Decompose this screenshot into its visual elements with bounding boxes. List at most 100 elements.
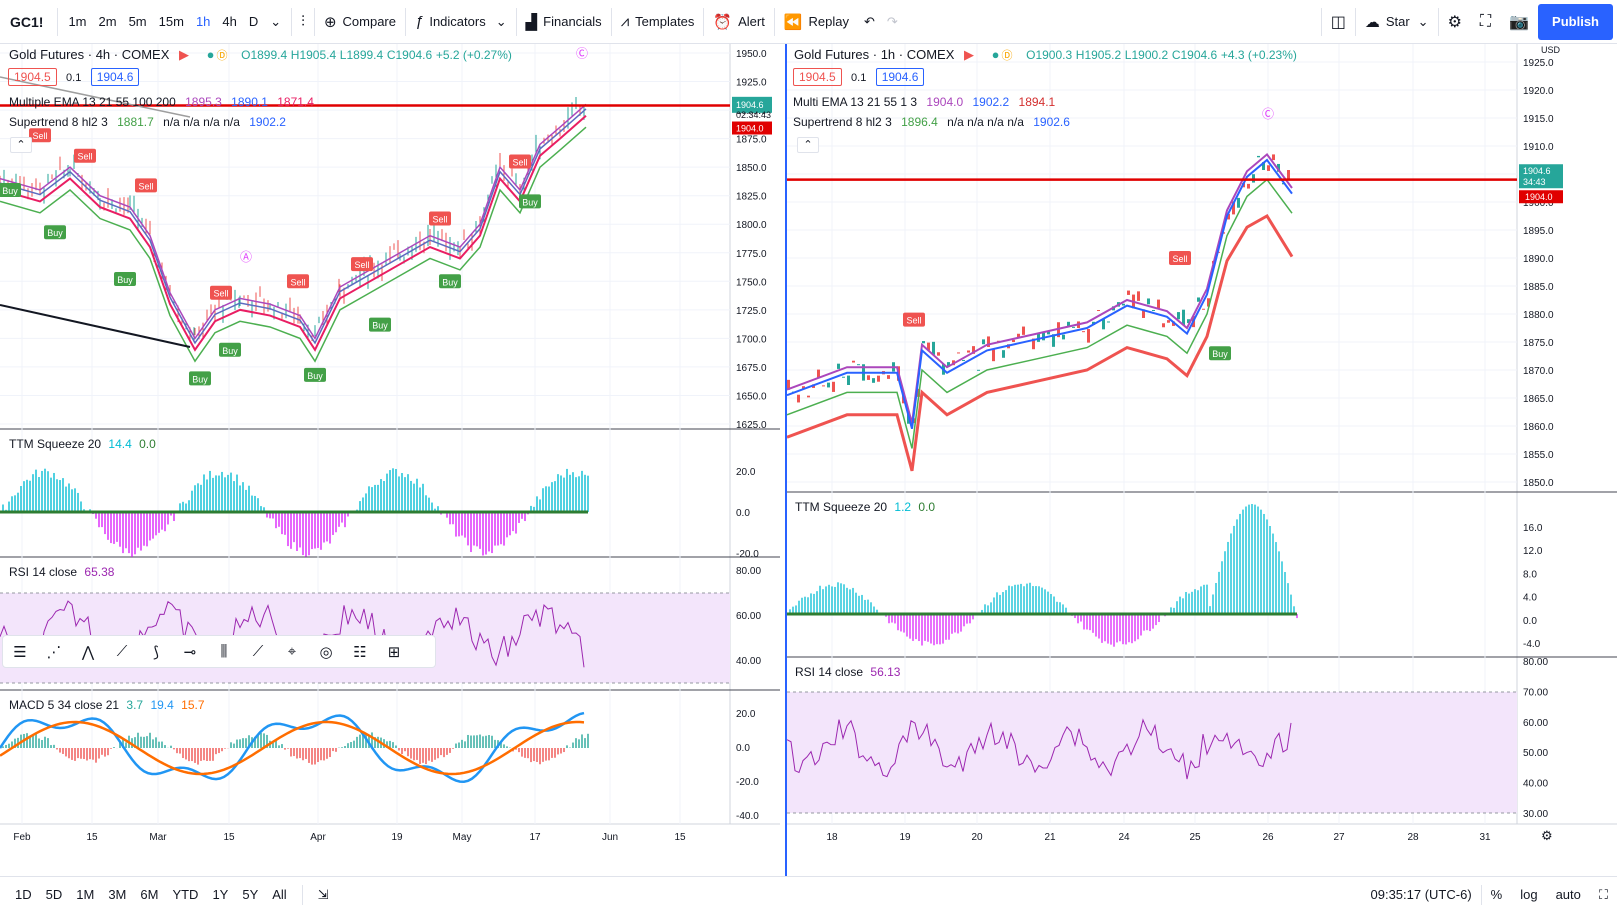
- macd-histogram-bar: [155, 737, 157, 748]
- price-tick-label: 1900.0: [1523, 198, 1554, 209]
- right-open: O1900.3: [1026, 48, 1073, 62]
- trend-lines-icon[interactable]: ☰: [13, 643, 27, 661]
- candle-body: [977, 369, 980, 371]
- right-chart-canvas[interactable]: 1925.01920.01915.01910.01905.01900.01895…: [786, 44, 1617, 876]
- ttm-bar: [464, 512, 466, 538]
- symbol-search[interactable]: GC1!: [10, 13, 44, 30]
- range-1d[interactable]: 1D: [15, 887, 32, 902]
- indicator-tick-label: 60.00: [1523, 718, 1548, 729]
- range-1m[interactable]: 1M: [76, 887, 95, 902]
- range-all[interactable]: All: [272, 887, 287, 902]
- log-toggle[interactable]: log: [1520, 887, 1538, 902]
- interval-15m[interactable]: 15m: [158, 14, 184, 29]
- node-icon[interactable]: ⌖: [287, 643, 297, 660]
- ttm-bar: [1266, 519, 1268, 614]
- interval-1h[interactable]: 1h: [195, 14, 211, 29]
- fullscreen-bottom-button[interactable]: ⛶: [1590, 887, 1617, 903]
- last-price-tag: [1519, 164, 1563, 189]
- brush-icon[interactable]: ⟋: [116, 643, 128, 660]
- fullscreen-button[interactable]: ⛶: [1471, 0, 1500, 44]
- auto-toggle[interactable]: auto: [1555, 887, 1581, 902]
- forecast-icon[interactable]: ☷: [353, 643, 367, 661]
- compare-button[interactable]: ⊕ Compare: [315, 0, 405, 44]
- left-ask[interactable]: 1904.6: [90, 68, 140, 86]
- macd-histogram-bar: [539, 748, 541, 765]
- vertical-lines-icon[interactable]: ⫼: [220, 643, 228, 660]
- publish-button[interactable]: Publish: [1538, 3, 1613, 40]
- redo-button[interactable]: ↷: [881, 0, 904, 44]
- left-collapse-legend-button[interactable]: ⌃: [10, 137, 32, 153]
- ruler-icon[interactable]: ⊞: [387, 643, 401, 661]
- left-bid[interactable]: 1904.5: [8, 68, 57, 86]
- snapshot-button[interactable]: 📷: [1500, 0, 1538, 44]
- range-5d[interactable]: 5D: [45, 887, 63, 902]
- layout-button[interactable]: ◫: [1322, 0, 1355, 44]
- settings-button[interactable]: ⚙: [1439, 0, 1471, 44]
- ttm-bar: [449, 512, 451, 525]
- ttm-bar: [933, 614, 935, 646]
- templates-button[interactable]: ⩘ Templates: [612, 0, 704, 44]
- macd-histogram-bar: [101, 748, 103, 755]
- replay-button[interactable]: ⏪ Replay: [775, 0, 858, 44]
- pattern-icon[interactable]: ⋀: [81, 643, 95, 661]
- goto-date-button[interactable]: ⇲: [311, 887, 336, 903]
- chevron-down-icon[interactable]: ⌄: [270, 13, 282, 29]
- left-chart-canvas[interactable]: 1950.01925.01900.01875.01850.01825.01800…: [0, 44, 780, 876]
- ttm-bar: [269, 512, 271, 519]
- macd-histogram-bar: [395, 745, 397, 748]
- ttm-bar: [1083, 614, 1085, 630]
- ttm-bar: [909, 614, 911, 639]
- ema-55-line: [786, 213, 1294, 472]
- ttm-bar: [804, 596, 806, 614]
- interval-5m[interactable]: 5m: [128, 14, 147, 29]
- right-ask[interactable]: 1904.6: [875, 68, 925, 86]
- range-1y[interactable]: 1Y: [212, 887, 229, 902]
- ttm-bar: [329, 512, 331, 544]
- financials-button[interactable]: ▟ Financials: [517, 0, 611, 44]
- candles-icon: ⫶: [301, 13, 305, 30]
- range-3m[interactable]: 3M: [108, 887, 127, 902]
- macd-histogram-bar: [404, 748, 406, 752]
- ttm-bar: [377, 484, 379, 512]
- ray-icon[interactable]: ⟋: [252, 643, 264, 660]
- ttm-bar: [1056, 601, 1058, 614]
- interval-1m[interactable]: 1m: [68, 14, 87, 29]
- interval-d[interactable]: D: [248, 14, 259, 29]
- right-ema-v3: 1894.1: [1018, 95, 1056, 109]
- alert-button[interactable]: ⏰ Alert: [704, 0, 773, 44]
- price-tick-label: 1700.0: [736, 334, 767, 345]
- ttm-bar: [308, 512, 310, 556]
- percent-toggle[interactable]: %: [1490, 887, 1503, 902]
- indicator-tick-label: 0.0: [736, 508, 750, 519]
- chart-type-button[interactable]: ⫶: [292, 0, 314, 44]
- ttm-bar: [62, 478, 64, 512]
- macd-histogram-bar: [221, 748, 223, 752]
- interval-4h[interactable]: 4h: [222, 14, 237, 29]
- interval-2m[interactable]: 2m: [98, 14, 117, 29]
- curve-icon[interactable]: ⟆: [153, 643, 159, 661]
- clock-timezone[interactable]: 09:35:17 (UTC-6): [1370, 887, 1472, 902]
- divider: [703, 7, 705, 36]
- undo-button[interactable]: ↶: [858, 0, 881, 44]
- macd-histogram-bar: [56, 748, 58, 750]
- horizontal-line-icon[interactable]: ⊸: [183, 643, 197, 661]
- collapse-legend-button[interactable]: ⌃: [797, 137, 819, 153]
- candle-body: [822, 385, 825, 387]
- range-5y[interactable]: 5Y: [242, 887, 259, 902]
- ttm-bar: [846, 587, 848, 614]
- divider: [404, 7, 406, 36]
- star-button[interactable]: ☁ Star ⌄: [1356, 0, 1438, 44]
- right-bid[interactable]: 1904.5: [793, 68, 842, 86]
- ttm-bar: [1221, 561, 1223, 614]
- spiral-icon[interactable]: ◎: [319, 643, 333, 661]
- candle-body: [1182, 309, 1185, 326]
- indicators-button[interactable]: ƒ Indicators ⌄: [406, 0, 516, 44]
- range-6m[interactable]: 6M: [140, 887, 159, 902]
- ttm-bar: [53, 472, 55, 512]
- right-chart-pane[interactable]: 1925.01920.01915.01910.01905.01900.01895…: [785, 44, 1617, 876]
- left-chart-pane[interactable]: 1950.01925.01900.01875.01850.01825.01800…: [0, 44, 780, 876]
- range-ytd[interactable]: YTD: [172, 887, 199, 902]
- macd-histogram-bar: [230, 742, 232, 748]
- fib-icon[interactable]: ⋰: [46, 643, 62, 661]
- ttm-bar: [563, 477, 565, 512]
